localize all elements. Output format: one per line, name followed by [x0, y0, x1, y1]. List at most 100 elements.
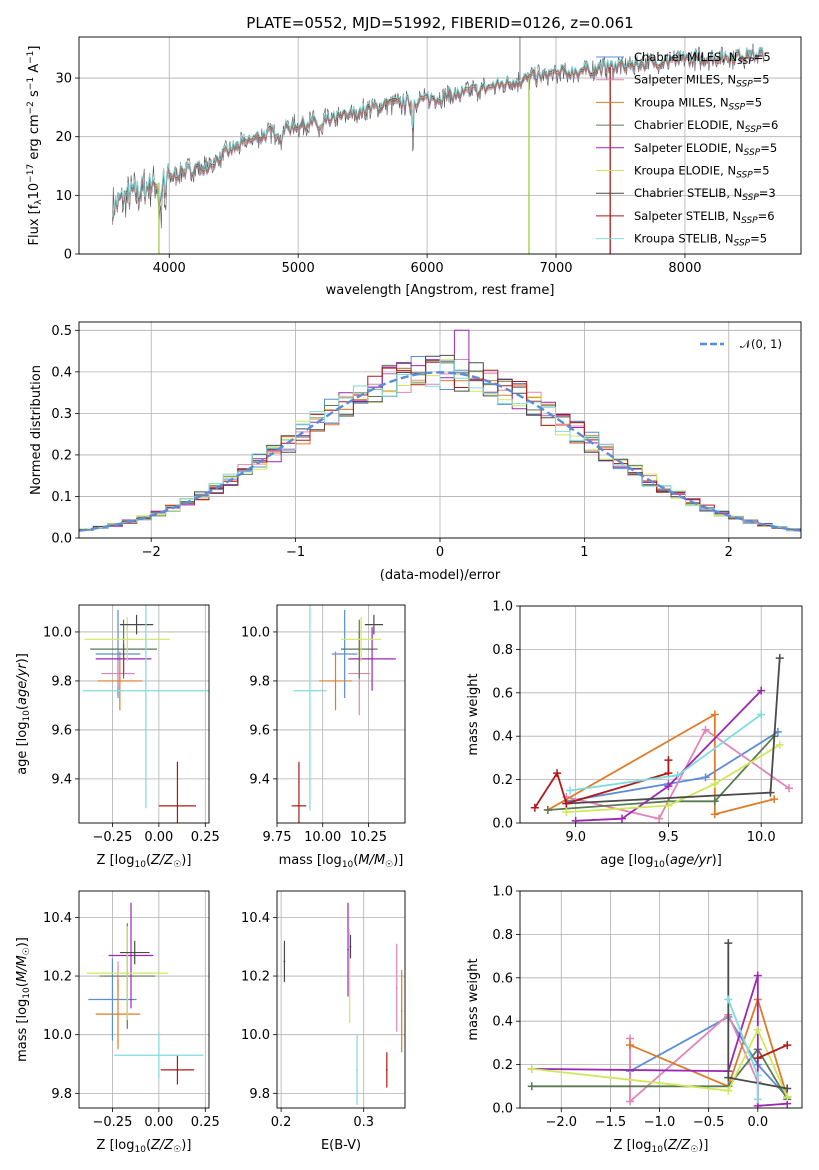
weight-vs-age-ylabel: mass weight	[466, 673, 481, 755]
residuals-ytick-label: 0.0	[51, 532, 72, 547]
weight-vs-age-ytick-label: 0.4	[492, 730, 513, 745]
residuals-ylabel: Normed distribution	[29, 365, 44, 495]
weight-vs-z-xtick-label: −2.0	[545, 1115, 577, 1130]
spectrum-title: PLATE=0552, MJD=51992, FIBERID=0126, z=0…	[246, 14, 633, 32]
age-vs-mass-ytick-label: 9.4	[249, 772, 270, 787]
spectrum-xtick-label: 4000	[153, 261, 186, 276]
residuals-xtick-label: −2	[142, 545, 161, 560]
weight-vs-age-ytick-label: 0.2	[492, 773, 513, 788]
weight-vs-z-ytick-label: 0.6	[492, 971, 513, 986]
mass-vs-z-points	[86, 902, 204, 1085]
weight-vs-z-line-4	[531, 1048, 789, 1100]
age-vs-z-xtick-label: −0.25	[93, 830, 133, 845]
weight-vs-z-marker	[783, 1093, 792, 1102]
weight-vs-z-ytick-label: 0.2	[492, 1058, 513, 1073]
weight-vs-z-ytick-label: 1.0	[492, 885, 513, 900]
mass-vs-z-ytick-label: 10.4	[43, 911, 72, 926]
weight-vs-age-marker	[757, 710, 766, 719]
age-vs-mass-xtick-label: 9.75	[263, 830, 292, 845]
mass-vs-ebv-ytick-label: 10.0	[241, 1028, 270, 1043]
weight-vs-age-line-9	[569, 713, 762, 792]
mass-vs-z-frame	[78, 890, 210, 1109]
spectrum-xlabel: wavelength [Angstrom, rest frame]	[326, 283, 555, 298]
weight-vs-age-marker	[710, 779, 719, 788]
weight-vs-age-xtick-label: 9.5	[658, 830, 679, 845]
residuals-ytick-label: 0.5	[51, 324, 72, 339]
age-vs-mass-xtick-label: 10.25	[350, 830, 387, 845]
weight-vs-z-marker	[753, 1054, 762, 1063]
weight-vs-age-marker	[775, 654, 784, 663]
residuals-ytick-label: 0.1	[51, 490, 72, 505]
weight-vs-age-marker	[566, 786, 575, 795]
mass-vs-ebv-ytick-label: 9.8	[249, 1087, 270, 1102]
weight-vs-age-marker	[710, 797, 719, 806]
weight-vs-age-line-4	[547, 735, 775, 811]
weight-vs-z-line-8	[757, 1044, 788, 1059]
weight-vs-z-marker	[724, 1073, 733, 1082]
age-vs-z-ytick-label: 9.8	[51, 674, 72, 689]
weight-vs-age-ytick-label: 1.0	[492, 600, 513, 615]
mass-vs-ebv-grid	[277, 891, 405, 1108]
weight-vs-age-marker	[618, 814, 627, 823]
age-vs-z-frame	[78, 604, 210, 824]
mass-vs-ebv-points	[283, 902, 403, 1106]
weight-vs-age-marker	[664, 782, 673, 791]
weight-vs-z-series	[527, 939, 792, 1108]
spectrum-ytick-label: 0	[64, 248, 72, 263]
age-vs-z-ytick-label: 9.4	[51, 772, 72, 787]
spectrum-xtick-label: 5000	[282, 261, 315, 276]
weight-vs-z-marker	[724, 995, 733, 1004]
mass-vs-ebv-frame	[276, 890, 406, 1109]
weight-vs-age-marker	[571, 816, 580, 823]
weight-vs-z-marker	[527, 1082, 536, 1091]
legend-label-4: Chabrier ELODIE, NSSP=6	[634, 118, 778, 135]
weight-vs-age-xtick-label: 9.0	[565, 830, 586, 845]
weight-vs-age-marker	[766, 788, 775, 797]
weight-vs-age-marker	[785, 784, 794, 793]
weight-vs-z-line-3	[629, 998, 789, 1098]
mass-vs-ebv-xlabel: E(B-V)	[321, 1138, 361, 1153]
age-vs-z-ytick-label: 9.6	[51, 723, 72, 738]
spectrum-xtick-label: 8000	[668, 261, 701, 276]
residuals-gaussian-line	[79, 371, 801, 532]
weight-vs-z-ytick-label: 0.0	[492, 1102, 513, 1117]
weight-vs-age-ytick-label: 0.6	[492, 686, 513, 701]
mass-vs-ebv-xtick-label: 0.2	[271, 1115, 292, 1130]
mass-vs-z-ytick-label: 10.0	[43, 1028, 72, 1043]
spectrum-ylabel: Flux [fλ10−17 erg cm−2 s−1 A−1]	[26, 46, 44, 246]
mass-vs-ebv-ytick-label: 10.2	[241, 970, 270, 985]
spectrum-model-line-9	[112, 45, 765, 218]
weight-vs-age-marker	[562, 799, 571, 808]
legend-label-3: Kroupa MILES, NSSP=5	[634, 95, 762, 112]
weight-vs-age-marker	[655, 814, 664, 823]
age-vs-mass-frame	[276, 604, 406, 824]
legend-label-5: Salpeter ELODIE, NSSP=5	[634, 141, 777, 158]
age-vs-mass-xtick-label: 10.00	[304, 830, 341, 845]
age-vs-mass-points	[291, 605, 396, 823]
weight-vs-age-xlabel: age [log10(age/yr)]	[600, 853, 722, 870]
age-vs-z-grid	[79, 605, 209, 823]
residuals-histograms	[79, 329, 801, 533]
mass-vs-z-ylabel: mass [log10(M/M☉)]	[15, 937, 32, 1062]
weight-vs-z-marker	[753, 971, 762, 980]
weight-vs-age-marker	[757, 686, 766, 695]
legend-label-1: Chabrier MILES, NSSP=5	[634, 50, 771, 67]
weight-vs-age-marker	[543, 805, 552, 814]
weight-vs-age-marker	[701, 725, 710, 734]
weight-vs-age-ytick-label: 0.8	[492, 643, 513, 658]
mass-vs-z-ytick-label: 9.8	[51, 1087, 72, 1102]
weight-vs-age-marker	[710, 810, 719, 819]
residuals-xtick-label: −1	[286, 545, 305, 560]
weight-vs-z-marker	[724, 939, 733, 948]
residuals-legend-label: 𝒩(0, 1)	[740, 337, 782, 351]
legend-label-6: Kroupa ELODIE, NSSP=5	[634, 164, 770, 181]
residuals-frame	[78, 321, 802, 539]
residuals-xlabel: (data-model)/error	[380, 568, 501, 583]
age-vs-z-xlabel: Z [log10(Z/Z☉)]	[97, 853, 192, 870]
weight-vs-age-marker	[553, 769, 562, 778]
weight-vs-z-xlabel: Z [log10(Z/Z☉)]	[614, 1138, 709, 1155]
weight-vs-age-series	[530, 654, 794, 823]
weight-vs-z-marker	[626, 1097, 635, 1106]
age-vs-z-ylabel: age [log10(age/yr)]	[15, 653, 32, 775]
